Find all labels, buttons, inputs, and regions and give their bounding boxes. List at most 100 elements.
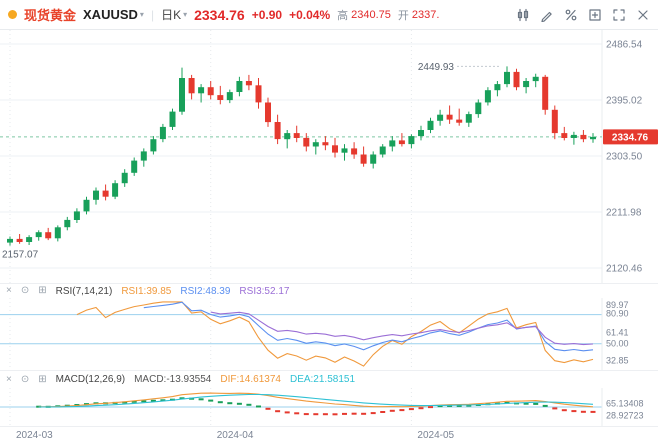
candle[interactable] <box>207 81 214 100</box>
candle[interactable] <box>446 105 453 124</box>
instrument-dot-icon <box>8 10 17 19</box>
candle[interactable] <box>169 108 176 130</box>
macd-axis-label: 65.13408 <box>606 399 644 409</box>
candle[interactable] <box>179 67 185 115</box>
candle[interactable] <box>303 133 310 152</box>
candle[interactable] <box>561 126 568 141</box>
candle[interactable] <box>64 216 71 231</box>
candle[interactable] <box>284 130 291 149</box>
macd-histogram-bar <box>571 410 577 413</box>
candle[interactable] <box>7 236 13 246</box>
macd-settings-icon[interactable]: ⊙ <box>20 373 30 385</box>
candle[interactable] <box>532 73 539 88</box>
candle[interactable] <box>26 235 33 245</box>
candle[interactable] <box>159 123 166 143</box>
candle[interactable] <box>35 230 42 241</box>
price-axis-label: 2303.50 <box>606 152 643 163</box>
macd-histogram-bar <box>198 398 204 401</box>
candle[interactable] <box>83 196 90 215</box>
rsi-close-icon[interactable]: × <box>6 285 12 296</box>
rsi-axis-label: 80.90 <box>606 309 629 319</box>
candle[interactable] <box>16 234 23 244</box>
symbol-selector[interactable]: XAUUSD ▾ <box>83 7 144 22</box>
candle[interactable] <box>408 134 415 149</box>
candle[interactable] <box>188 74 195 100</box>
candle[interactable] <box>465 111 472 127</box>
candle[interactable] <box>456 108 463 126</box>
instrument-name[interactable]: 现货黄金 <box>24 8 77 23</box>
candle[interactable] <box>370 151 377 169</box>
macd-dif-line <box>38 392 594 408</box>
candle[interactable] <box>418 125 424 141</box>
candle[interactable] <box>198 84 205 103</box>
candle[interactable] <box>121 169 128 187</box>
macd-histogram-bar <box>342 412 347 415</box>
candle[interactable] <box>360 146 367 167</box>
candle[interactable] <box>54 225 61 242</box>
candle[interactable] <box>312 139 319 155</box>
candle[interactable] <box>580 130 587 143</box>
candle[interactable] <box>274 114 281 145</box>
rsi-chart[interactable]: 89.97 80.90 61.41 50.00 32.85 <box>0 298 658 375</box>
candle[interactable] <box>504 66 510 88</box>
candle[interactable] <box>217 85 224 105</box>
candle[interactable] <box>332 137 338 158</box>
candle[interactable] <box>427 117 434 134</box>
topbar: 现货黄金 XAUUSD ▾ | 日K ▾ 2334.76 +0.90 +0.04… <box>0 0 658 30</box>
candle[interactable] <box>140 148 147 167</box>
candle[interactable] <box>523 78 530 94</box>
candle[interactable] <box>551 105 558 140</box>
candle[interactable] <box>513 68 520 91</box>
price-chart[interactable]: 2486.54 2395.02 2303.50 2211.98 2120.46 2449.… <box>0 30 658 288</box>
rsi-settings-icon[interactable]: ⊙ <box>20 285 30 296</box>
x-axis-label: 2024-03 <box>16 430 53 441</box>
candle[interactable] <box>293 125 300 143</box>
candle[interactable] <box>265 97 271 127</box>
candle[interactable] <box>570 131 577 145</box>
draw-icon[interactable] <box>539 7 554 22</box>
candle[interactable] <box>45 227 52 241</box>
candle[interactable] <box>112 180 119 200</box>
fullscreen-icon[interactable] <box>611 7 626 22</box>
candle[interactable] <box>379 144 386 158</box>
candle[interactable] <box>437 109 444 126</box>
macd-add-icon[interactable]: ⊞ <box>38 373 47 385</box>
rsi2-value: RSI2:48.39 <box>180 285 231 297</box>
candle[interactable] <box>484 87 491 106</box>
candle[interactable] <box>93 187 99 205</box>
candle[interactable] <box>236 76 243 97</box>
rsi-axis-label: 89.97 <box>606 300 629 310</box>
macd-histogram-bar <box>590 410 596 413</box>
rsi-add-icon[interactable]: ⊞ <box>38 285 47 296</box>
rsi-axis-label: 61.41 <box>606 328 629 338</box>
candle[interactable] <box>351 142 358 159</box>
macd-histogram-bar <box>504 401 510 404</box>
candle[interactable] <box>255 78 262 109</box>
candle[interactable] <box>341 144 348 161</box>
candle[interactable] <box>245 74 252 91</box>
macd-close-icon[interactable]: × <box>6 373 12 385</box>
candle[interactable] <box>73 208 80 223</box>
rsi-title: RSI(7,14,21) <box>55 285 113 297</box>
price-change: +0.90 <box>251 7 283 22</box>
candle[interactable] <box>398 133 405 147</box>
macd-panel-header: × ⊙ ⊞ MACD(12,26,9) MACD:-13.93554 DIF:1… <box>0 370 658 388</box>
candle[interactable] <box>102 184 109 201</box>
candle[interactable] <box>389 136 396 152</box>
candle[interactable] <box>322 136 329 151</box>
candle[interactable] <box>226 89 233 104</box>
candle[interactable] <box>590 133 596 143</box>
macd-chart[interactable]: 65.13408 28.92723 <box>0 388 658 431</box>
candle[interactable] <box>131 157 138 176</box>
candle[interactable] <box>542 74 549 115</box>
close-icon[interactable] <box>635 7 650 22</box>
percent-icon[interactable] <box>563 7 578 22</box>
macd-histogram-bar <box>303 413 309 416</box>
candle[interactable] <box>494 81 501 97</box>
timeframe-selector[interactable]: 日K ▾ <box>161 6 187 23</box>
indicators-icon[interactable] <box>587 7 602 22</box>
candle[interactable] <box>475 99 482 118</box>
low-annotation: 2157.07 <box>2 250 39 261</box>
kline-style-icon[interactable] <box>515 7 530 22</box>
candle[interactable] <box>150 136 157 155</box>
